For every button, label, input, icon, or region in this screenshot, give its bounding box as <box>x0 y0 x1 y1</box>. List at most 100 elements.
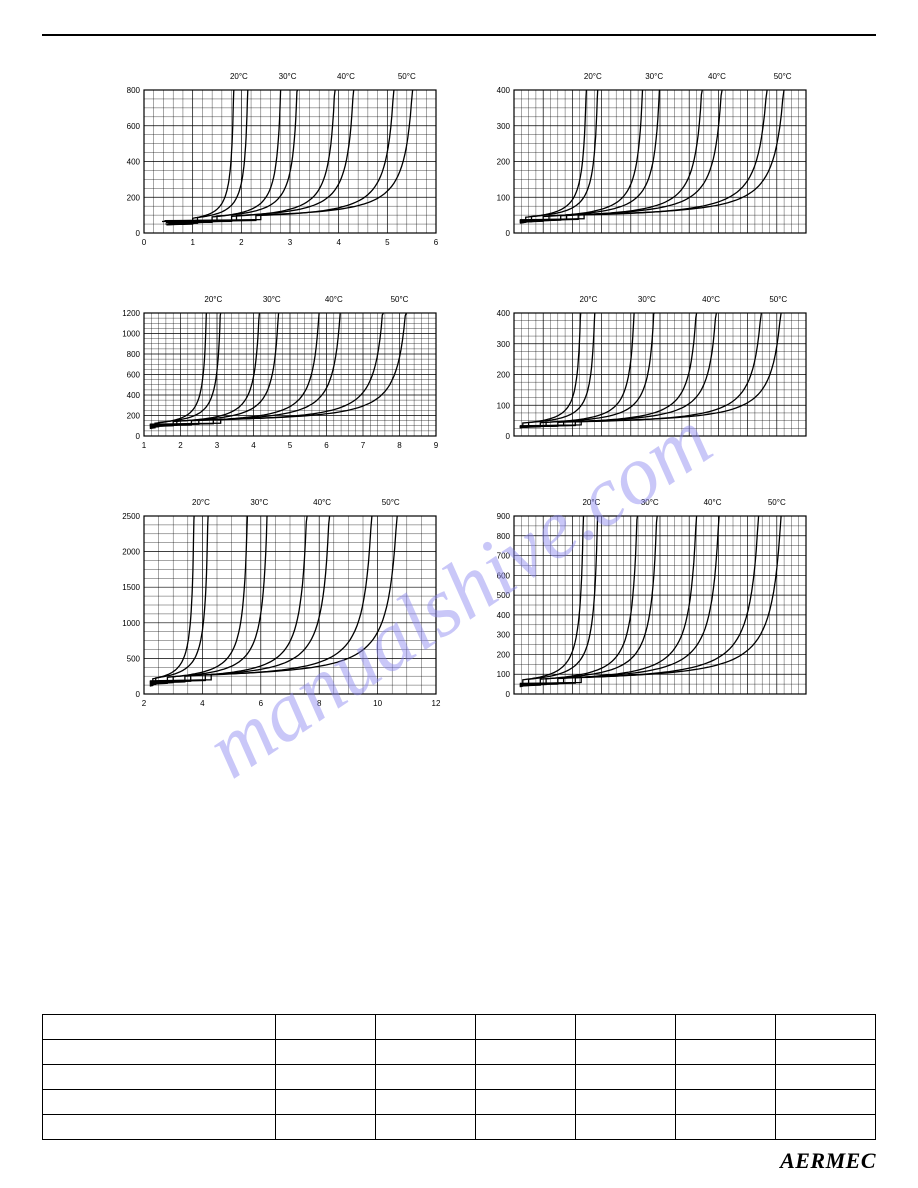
svg-text:2000: 2000 <box>122 548 140 557</box>
svg-text:6: 6 <box>434 238 439 247</box>
svg-text:4: 4 <box>251 441 256 450</box>
series-label: 40°C <box>704 498 722 507</box>
svg-text:200: 200 <box>127 193 141 202</box>
svg-text:900: 900 <box>497 512 511 521</box>
svg-text:1000: 1000 <box>122 330 140 339</box>
logo-text: AERMEC <box>780 1148 876 1173</box>
series-label: 50°C <box>769 295 787 304</box>
svg-text:800: 800 <box>497 532 511 541</box>
svg-text:500: 500 <box>497 591 511 600</box>
svg-text:4: 4 <box>336 238 341 247</box>
svg-text:4: 4 <box>200 699 205 708</box>
svg-text:200: 200 <box>127 412 141 421</box>
svg-text:400: 400 <box>497 309 511 318</box>
series-label: 40°C <box>325 295 343 304</box>
svg-text:100: 100 <box>497 670 511 679</box>
chart-c6: 20°C30°C40°C50°C010020030040050060070080… <box>482 512 812 712</box>
svg-text:3: 3 <box>215 441 220 450</box>
svg-text:400: 400 <box>127 391 141 400</box>
svg-text:7: 7 <box>361 441 366 450</box>
svg-text:2: 2 <box>142 699 147 708</box>
series-label: 40°C <box>708 72 726 81</box>
svg-text:1: 1 <box>190 238 195 247</box>
series-label: 30°C <box>638 295 656 304</box>
svg-text:5: 5 <box>288 441 293 450</box>
chart-c5: 20°C30°C40°C50°C050010001500200025002468… <box>112 512 442 712</box>
data-table-block <box>42 1014 876 1140</box>
svg-text:400: 400 <box>497 86 511 95</box>
svg-text:200: 200 <box>497 371 511 380</box>
svg-text:5: 5 <box>385 238 390 247</box>
svg-text:100: 100 <box>497 401 511 410</box>
series-label: 20°C <box>204 295 222 304</box>
svg-text:300: 300 <box>497 122 511 131</box>
series-label: 50°C <box>774 72 792 81</box>
series-label: 40°C <box>313 498 331 507</box>
series-label: 50°C <box>382 498 400 507</box>
svg-text:0: 0 <box>506 229 511 238</box>
svg-text:10: 10 <box>373 699 382 708</box>
svg-text:1000: 1000 <box>122 619 140 628</box>
svg-text:0: 0 <box>506 432 511 441</box>
svg-text:400: 400 <box>497 611 511 620</box>
svg-text:2: 2 <box>239 238 244 247</box>
svg-text:2500: 2500 <box>122 512 140 521</box>
series-label: 40°C <box>337 72 355 81</box>
table-row <box>43 1065 876 1090</box>
svg-text:300: 300 <box>497 340 511 349</box>
svg-text:500: 500 <box>127 654 141 663</box>
series-label: 30°C <box>641 498 659 507</box>
series-label: 20°C <box>582 498 600 507</box>
footer-logo: AERMEC <box>780 1148 876 1174</box>
svg-text:300: 300 <box>497 631 511 640</box>
svg-text:0: 0 <box>136 432 141 441</box>
table-row <box>43 1040 876 1065</box>
svg-text:8: 8 <box>317 699 322 708</box>
series-label: 20°C <box>584 72 602 81</box>
svg-text:800: 800 <box>127 86 141 95</box>
series-label: 40°C <box>702 295 720 304</box>
svg-text:0: 0 <box>136 690 141 699</box>
table-row <box>43 1090 876 1115</box>
series-label: 50°C <box>391 295 409 304</box>
series-label: 30°C <box>250 498 268 507</box>
table-row <box>43 1015 876 1040</box>
svg-text:100: 100 <box>497 193 511 202</box>
series-label: 20°C <box>230 72 248 81</box>
svg-text:800: 800 <box>127 350 141 359</box>
svg-text:600: 600 <box>497 571 511 580</box>
svg-text:0: 0 <box>506 690 511 699</box>
svg-text:9: 9 <box>434 441 439 450</box>
series-label: 50°C <box>768 498 786 507</box>
svg-text:1200: 1200 <box>122 309 140 318</box>
series-label: 50°C <box>398 72 416 81</box>
svg-text:200: 200 <box>497 650 511 659</box>
svg-text:3: 3 <box>288 238 293 247</box>
svg-text:400: 400 <box>127 158 141 167</box>
svg-text:6: 6 <box>259 699 264 708</box>
svg-text:1500: 1500 <box>122 583 140 592</box>
svg-text:2: 2 <box>178 441 183 450</box>
table-row <box>43 1115 876 1140</box>
svg-text:0: 0 <box>142 238 147 247</box>
svg-text:0: 0 <box>136 229 141 238</box>
chart-c1: 20°C30°C40°C50°C02004006008000123456 <box>112 86 442 251</box>
svg-text:700: 700 <box>497 552 511 561</box>
charts-container: 20°C30°C40°C50°C02004006008000123456 20°… <box>42 86 876 712</box>
svg-text:12: 12 <box>432 699 441 708</box>
chart-c3: 20°C30°C40°C50°C020040060080010001200123… <box>112 309 442 454</box>
series-label: 20°C <box>192 498 210 507</box>
data-table <box>42 1014 876 1140</box>
series-label: 20°C <box>580 295 598 304</box>
chart-c2: 20°C30°C40°C50°C0100200300400 <box>482 86 812 251</box>
svg-text:8: 8 <box>397 441 402 450</box>
header-rule <box>42 34 876 36</box>
series-label: 30°C <box>645 72 663 81</box>
svg-text:200: 200 <box>497 158 511 167</box>
series-label: 30°C <box>279 72 297 81</box>
svg-text:1: 1 <box>142 441 147 450</box>
svg-text:6: 6 <box>324 441 329 450</box>
svg-text:600: 600 <box>127 122 141 131</box>
svg-text:600: 600 <box>127 371 141 380</box>
chart-c4: 20°C30°C40°C50°C0100200300400 <box>482 309 812 454</box>
